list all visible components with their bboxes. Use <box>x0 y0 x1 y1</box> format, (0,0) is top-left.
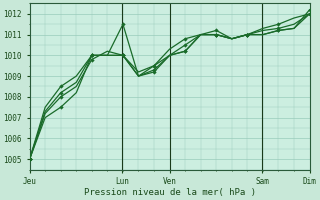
X-axis label: Pression niveau de la mer( hPa ): Pression niveau de la mer( hPa ) <box>84 188 256 197</box>
